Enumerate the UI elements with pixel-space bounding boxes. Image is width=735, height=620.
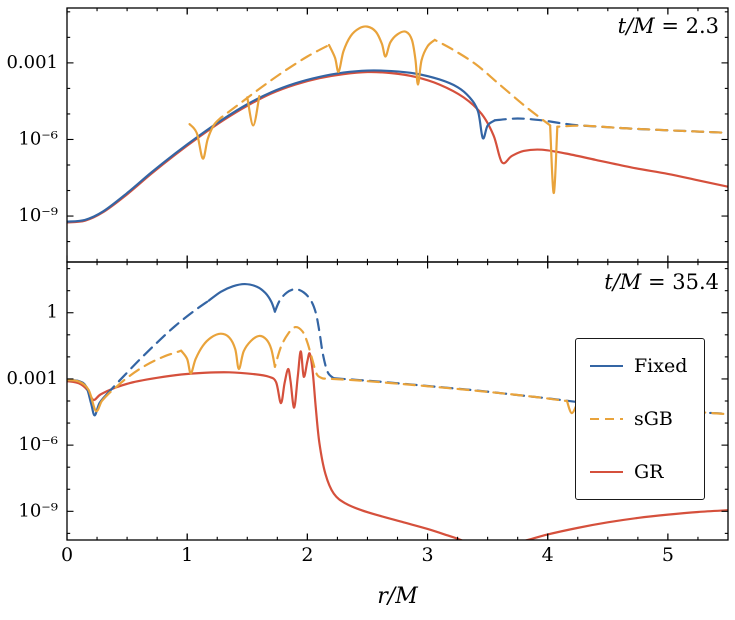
curve-fixed-bottom-seg3 <box>273 288 335 380</box>
legend-line-fixed <box>590 364 623 368</box>
curve-fixed-top-seg0 <box>67 69 496 223</box>
curve-sgb-top-seg5 <box>549 124 559 195</box>
x-tick-label: 3 <box>421 544 433 566</box>
curve-gr-top-seg0 <box>67 70 728 224</box>
legend-line-gr <box>590 470 623 474</box>
curve-fixed-bottom-seg1 <box>105 299 210 396</box>
curve-gr-bottom-seg0 <box>67 350 728 540</box>
x-tick-label: 4 <box>542 544 554 566</box>
curve-sgb-bottom-seg1 <box>107 349 183 395</box>
legend-item-fixed: Fixed <box>590 353 704 379</box>
legend-label-gr: GR <box>634 460 664 483</box>
y-tick-label: 0.001 <box>6 368 58 389</box>
curve-sgb-bottom-seg3 <box>273 325 325 380</box>
curve-sgb-top-seg6 <box>556 124 728 134</box>
curves-top <box>67 25 728 224</box>
panel-frame-top <box>66 7 729 263</box>
panel-annotation-top: t/M = 2.3 <box>618 14 719 38</box>
curve-fixed-bottom-seg0 <box>67 378 108 417</box>
y-tick-label: 0.001 <box>6 52 58 73</box>
panel-frame-bottom <box>66 261 729 541</box>
legend-label-fixed: Fixed <box>634 354 688 377</box>
x-tick-label: 0 <box>61 544 73 566</box>
x-tick-label: 5 <box>662 544 674 566</box>
curve-fixed-bottom-seg2 <box>207 282 277 313</box>
curve-sgb-top-seg4 <box>433 38 552 127</box>
curve-sgb-top-seg2 <box>246 94 261 127</box>
curve-sgb-top-seg1 <box>219 43 331 119</box>
y-tick-label: 10⁻⁶ <box>18 128 58 149</box>
y-tick-label: 10⁻⁹ <box>18 205 58 226</box>
legend-label-sgb: sGB <box>634 407 673 430</box>
annotation-variable: t/M <box>604 270 642 294</box>
curve-sgb-bottom-seg2 <box>180 332 277 375</box>
curve-sgb-top-seg3 <box>327 25 436 86</box>
legend-item-gr: GR <box>590 459 704 485</box>
y-tick-label: 10⁻⁶ <box>18 434 58 455</box>
y-tick-label: 10⁻⁹ <box>18 500 58 521</box>
annotation-value: = 35.4 <box>641 270 719 294</box>
curve-sgb-top-seg0 <box>188 116 222 160</box>
panel-annotation-bottom: t/M = 35.4 <box>604 270 719 294</box>
annotation-value: = 2.3 <box>654 14 719 38</box>
y-tick-label: 1 <box>47 302 58 323</box>
x-tick-label: 2 <box>301 544 313 566</box>
legend-item-sgb: sGB <box>590 406 704 432</box>
x-axis-label: r/M <box>377 584 418 609</box>
legend-line-sgb <box>590 417 623 421</box>
x-tick-label: 1 <box>181 544 193 566</box>
annotation-variable: t/M <box>617 14 655 38</box>
curve-sgb-bottom-seg0 <box>67 378 111 413</box>
legend: Fixed sGB GR <box>575 338 705 500</box>
curve-sgb-bottom-seg4 <box>321 377 569 403</box>
